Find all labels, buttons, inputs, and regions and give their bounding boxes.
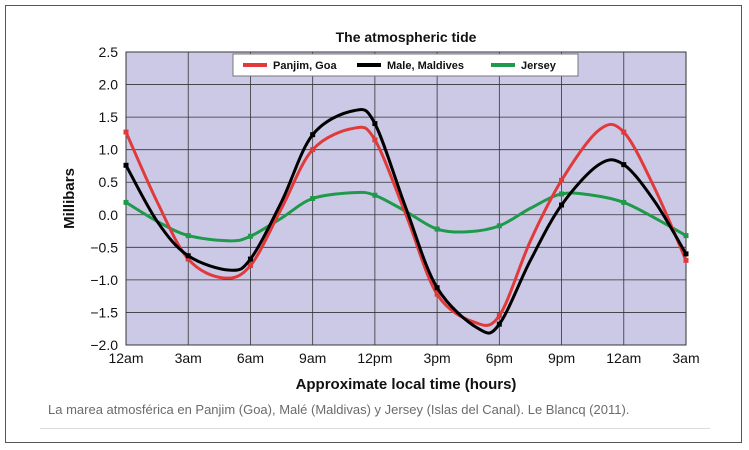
y-tick-label-9: −2.0 [90,337,118,353]
x-tick-label-5: 3pm [423,350,450,366]
y-tick-label-0: 2.5 [99,44,119,60]
series-2-point-4 [247,233,253,239]
chart-title: The atmospheric tide [336,29,477,45]
x-tick-label-8: 12am [606,350,641,366]
series-1-point-12 [496,321,502,327]
series-0-point-10 [434,291,440,297]
series-2-point-0 [123,199,129,205]
x-tick-label-9: 3am [672,350,699,366]
y-tick-label-5: 0.0 [99,207,119,223]
x-tick-label-1: 3am [175,350,202,366]
series-1-point-16 [621,162,627,168]
series-1-point-4 [247,256,253,262]
y-axis-label: Millibars [61,168,78,229]
series-0-point-8 [372,137,378,143]
x-tick-label-6: 6pm [486,350,513,366]
series-1-point-18 [683,251,689,257]
figure-caption: La marea atmosférica en Panjim (Goa), Ma… [48,402,630,417]
x-tick-label-0: 12am [108,350,143,366]
series-0-point-0 [123,129,129,135]
x-tick-label-2: 6am [237,350,264,366]
series-0-point-4 [247,263,253,269]
series-line-0 [124,122,688,327]
series-2-point-6 [310,196,316,201]
y-tick-label-8: −1.5 [90,304,118,320]
y-tick-label-7: −1.0 [90,272,118,288]
plot-area [125,51,687,346]
series-2-point-18 [683,233,689,239]
x-axis-label: Approximate local time (hours) [296,376,517,393]
series-1-point-14 [559,202,565,208]
series-0-point-12 [496,313,502,319]
series-1-point-8 [372,121,378,127]
series-0-point-18 [683,257,689,263]
series-0-point-14 [559,177,565,183]
series-line-1 [124,108,688,335]
series-1-point-0 [123,162,129,168]
series-0-point-6 [310,147,316,153]
x-tick-label-7: 9pm [548,350,575,366]
legend-label-1: Male, Maldives [387,60,464,72]
y-tick-label-6: −0.5 [90,239,118,255]
chart-container: 2.5 2.0 1.5 1.0 0.5 0.0 −0.5 −1.0 −1.5 −2.0 12am 3a… [40,20,720,400]
series-2-point-8 [372,192,378,198]
series-1-point-10 [434,285,440,291]
series-0-point-16 [621,129,627,135]
legend-box [232,53,579,77]
y-tick-label-2: 1.5 [99,109,119,125]
series-2-point-16 [621,199,627,205]
x-tick-label-4: 12pm [357,350,392,366]
x-tick-label-3: 9am [299,350,326,366]
series-1 [123,108,689,335]
series-1-point-6 [310,132,316,138]
y-tick-label-1: 2.0 [99,77,119,93]
y-tick-label-3: 1.0 [99,142,119,158]
series-2-point-10 [434,226,440,232]
series-2-point-12 [496,223,502,229]
legend-label-0: Panjim, Goa [273,60,337,72]
y-tick-label-4: 0.5 [99,174,119,190]
series-1-point-2 [185,253,191,259]
series-2-point-2 [185,233,191,239]
legend-label-2: Jersey [521,60,557,72]
series-0 [123,122,689,327]
series-2-point-14 [559,191,565,197]
caption-divider [40,428,710,429]
series-0-point-2 [185,256,191,262]
